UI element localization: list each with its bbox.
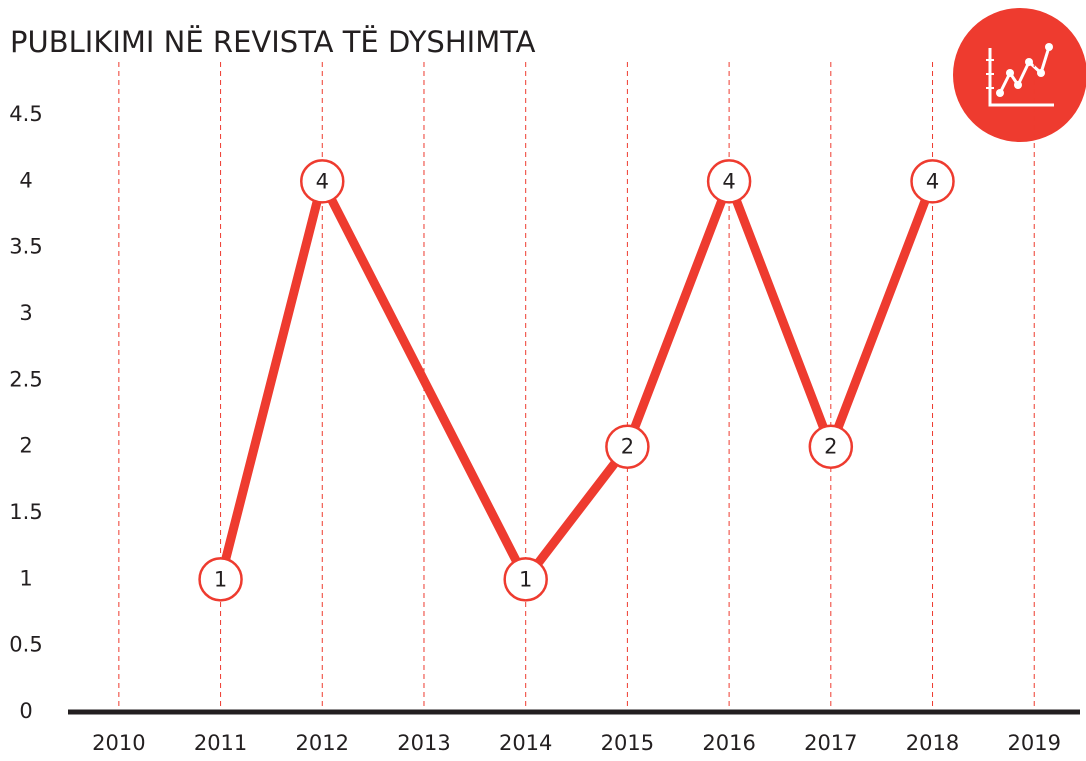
y-tick-label: 2 xyxy=(19,434,32,458)
y-tick-label: 4.5 xyxy=(9,102,42,126)
y-tick-label: 2.5 xyxy=(9,367,42,391)
x-tick-label: 2018 xyxy=(906,731,959,755)
y-tick-label: 4 xyxy=(19,168,32,192)
x-tick-label: 2014 xyxy=(499,731,552,755)
data-label: 4 xyxy=(316,169,329,193)
x-tick-label: 2017 xyxy=(804,731,857,755)
x-tick-label: 2013 xyxy=(397,731,450,755)
y-tick-label: 0.5 xyxy=(9,633,42,657)
y-tick-label: 1 xyxy=(19,566,32,590)
data-point xyxy=(605,424,650,469)
x-tick-label: 2019 xyxy=(1008,731,1061,755)
data-label: 1 xyxy=(214,567,227,591)
data-point xyxy=(503,557,548,602)
chart-title: PUBLIKIMI NË REVISTA TË DYSHIMTA xyxy=(10,25,536,59)
x-tick-label: 2012 xyxy=(296,731,349,755)
data-point xyxy=(808,424,854,469)
data-point xyxy=(706,159,752,204)
data-point xyxy=(300,159,345,204)
data-point xyxy=(910,159,955,204)
x-tick-label: 2016 xyxy=(702,731,755,755)
data-point xyxy=(198,557,243,602)
y-tick-label: 0 xyxy=(19,699,32,723)
data-line xyxy=(216,168,937,588)
data-label: 1 xyxy=(519,567,532,591)
data-label: 4 xyxy=(722,169,735,193)
chart-icon xyxy=(953,8,1086,142)
y-tick-label: 3.5 xyxy=(9,235,42,259)
x-tick-label: 2015 xyxy=(601,731,654,755)
x-tick-label: 2011 xyxy=(194,731,247,755)
data-label: 2 xyxy=(621,435,634,459)
y-tick-label: 1.5 xyxy=(9,500,42,524)
data-label: 4 xyxy=(926,169,939,193)
data-label: 2 xyxy=(824,435,837,459)
y-tick-label: 3 xyxy=(19,301,32,325)
x-tick-label: 2010 xyxy=(92,731,145,755)
